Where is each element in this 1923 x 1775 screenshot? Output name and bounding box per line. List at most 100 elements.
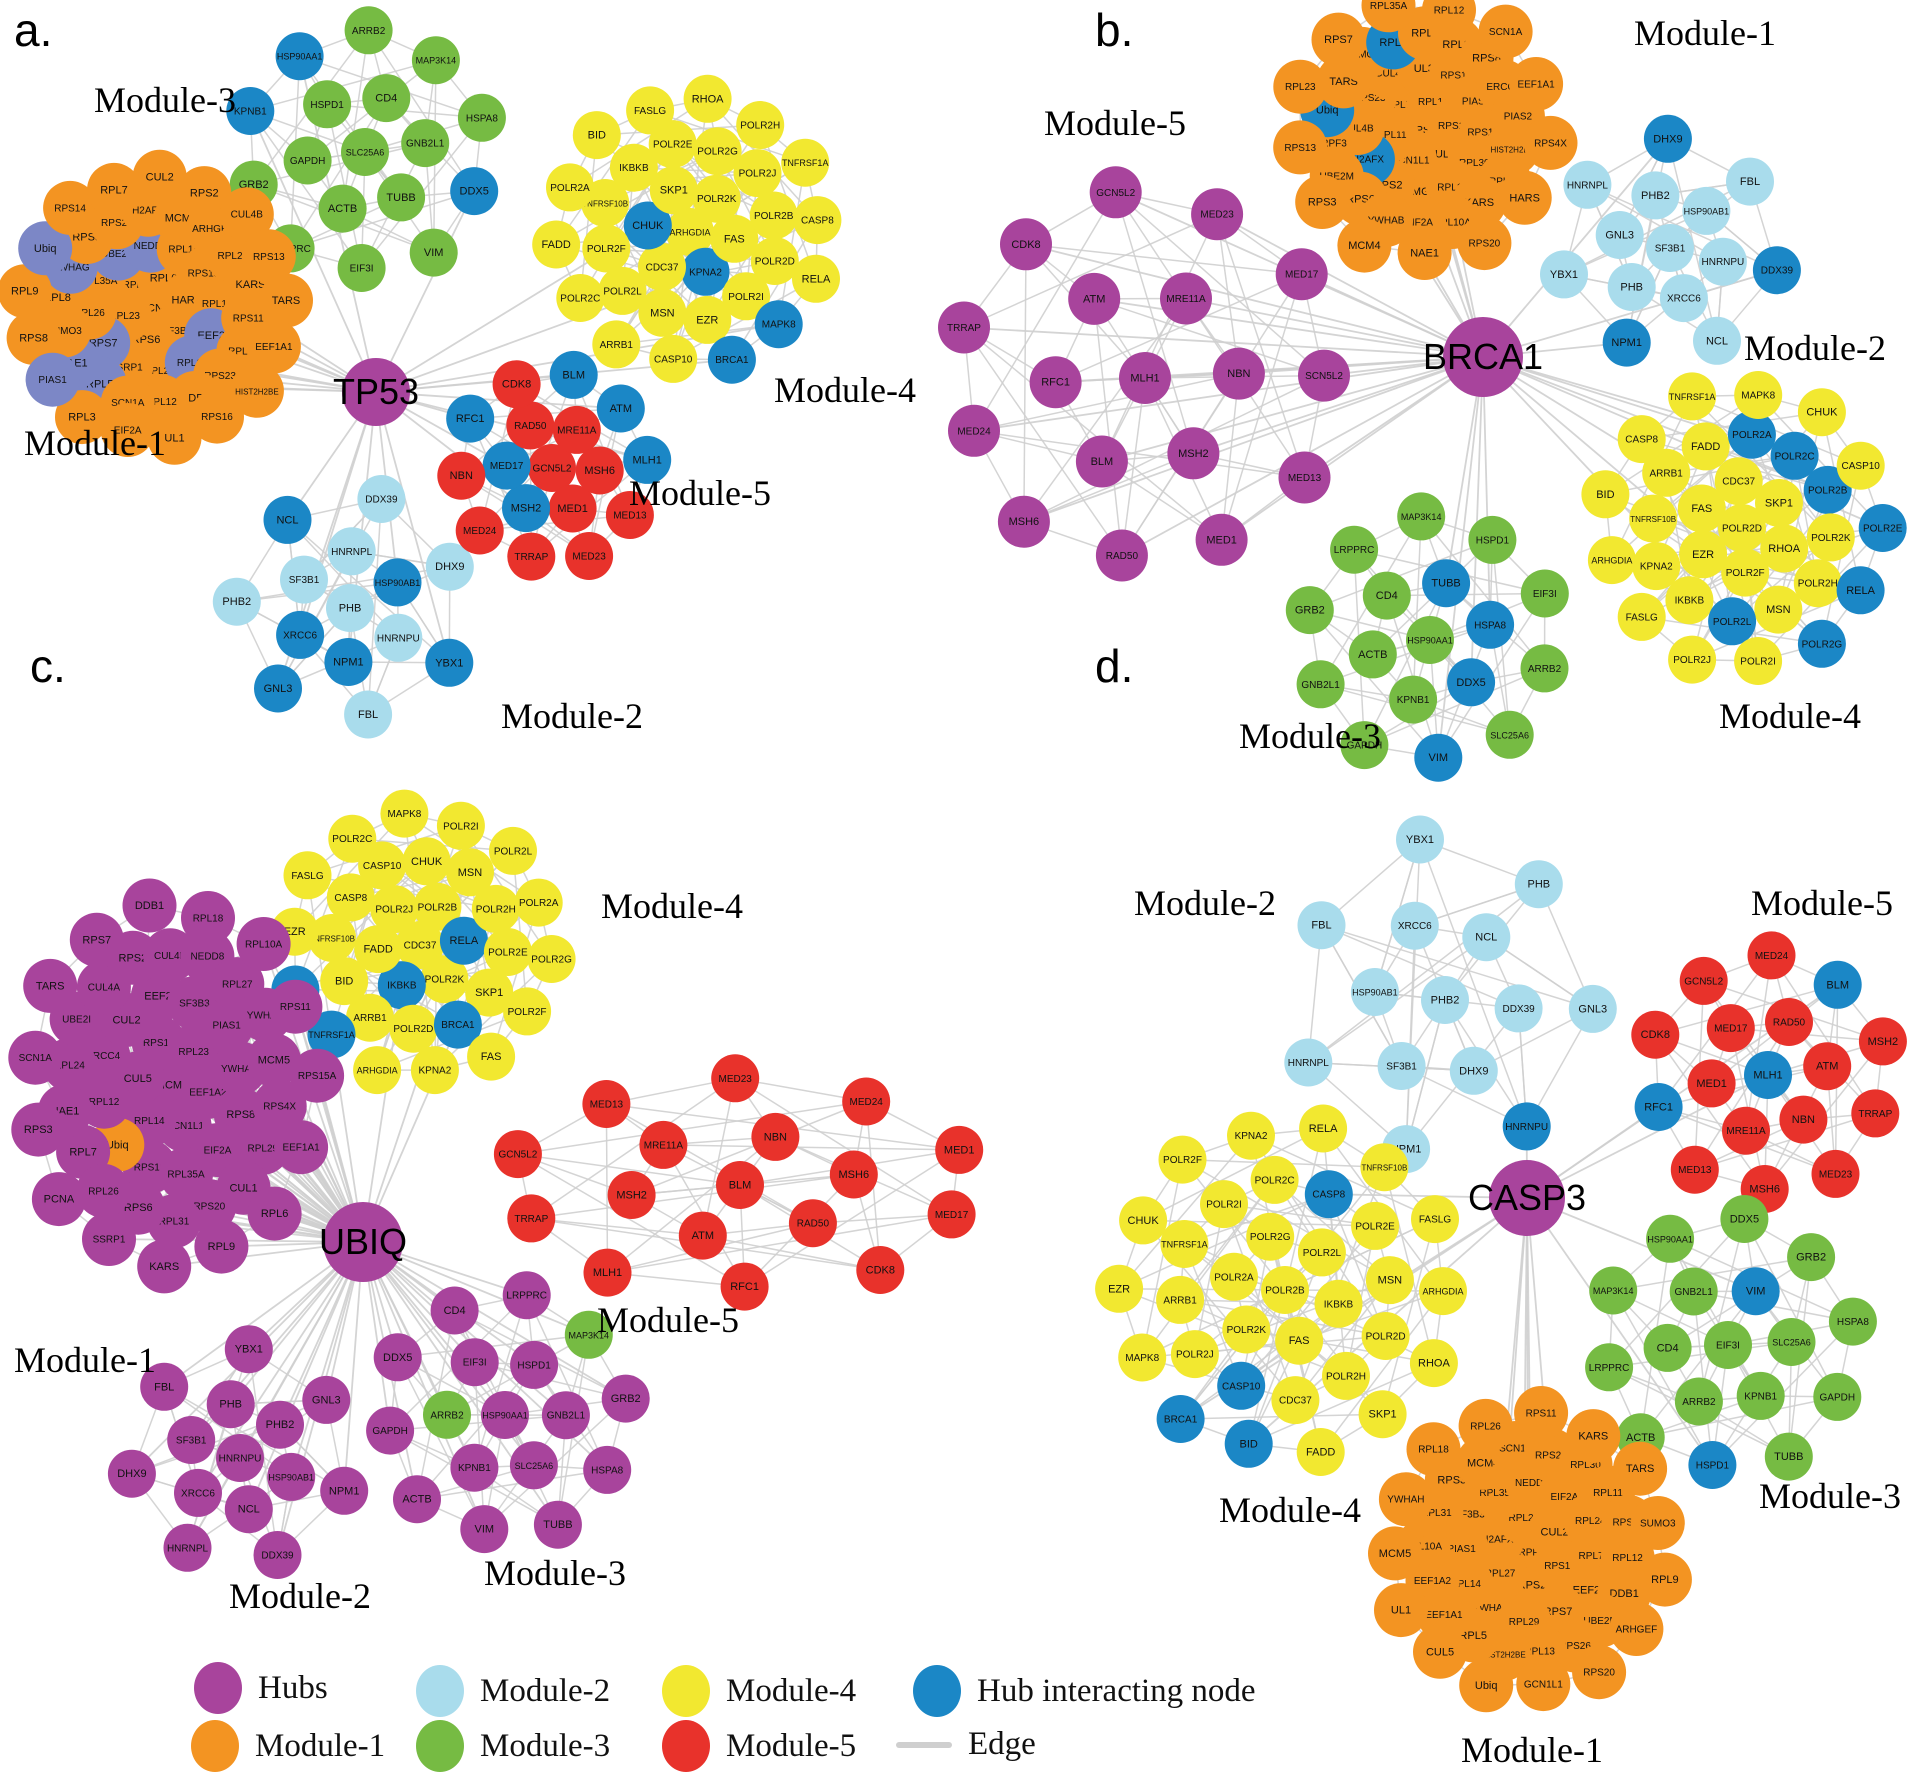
node-EZR[interactable]: EZR xyxy=(1679,530,1728,579)
node-circle[interactable] xyxy=(546,163,594,212)
node-TNFRSF10B[interactable]: TNFRSF10B xyxy=(1360,1143,1409,1192)
node-POLR2H[interactable]: POLR2H xyxy=(471,884,520,933)
node-circle[interactable] xyxy=(450,167,499,216)
node-KPNA2[interactable]: KPNA2 xyxy=(1227,1111,1275,1160)
node-SKP1[interactable]: SKP1 xyxy=(1755,479,1803,527)
node-circle[interactable] xyxy=(1466,600,1515,649)
node-HNRNPU[interactable]: HNRNPU xyxy=(1502,1102,1551,1151)
node-DDX39[interactable]: DDX39 xyxy=(1494,984,1543,1033)
node-RPS16[interactable]: RPS16 xyxy=(190,389,244,444)
node-circle[interactable] xyxy=(362,74,411,123)
node-circle[interactable] xyxy=(1665,576,1714,625)
node-circle[interactable] xyxy=(1095,529,1148,582)
node-circle[interactable] xyxy=(1793,559,1842,608)
node-MED17[interactable]: MED17 xyxy=(927,1190,976,1239)
node-circle[interactable] xyxy=(1361,0,1416,33)
node-circle[interactable] xyxy=(1587,536,1636,585)
hub-BRCA1[interactable]: BRCA1 xyxy=(1423,317,1543,397)
node-circle[interactable] xyxy=(1029,356,1082,409)
node-circle[interactable] xyxy=(1797,619,1846,668)
node-RPS7[interactable]: RPS7 xyxy=(69,912,124,967)
node-IKBKB[interactable]: IKBKB xyxy=(1314,1279,1363,1328)
node-PHB[interactable]: PHB xyxy=(206,1380,255,1429)
node-GCN5L2[interactable]: GCN5L2 xyxy=(493,1130,542,1179)
node-GNB2L1[interactable]: GNB2L1 xyxy=(401,119,450,168)
node-circle[interactable] xyxy=(532,220,581,269)
node-POLR2J[interactable]: POLR2J xyxy=(370,885,419,934)
node-SF3B1[interactable]: SF3B1 xyxy=(280,555,328,604)
node-CASP8[interactable]: CASP8 xyxy=(1304,1170,1353,1219)
node-HSPD1[interactable]: HSPD1 xyxy=(1468,515,1517,564)
node-SCN1A[interactable]: SCN1A xyxy=(1478,4,1533,59)
node-NBN[interactable]: NBN xyxy=(1212,347,1265,400)
node-DHX9[interactable]: DHX9 xyxy=(107,1449,156,1498)
node-ARHGDIA[interactable]: ARHGDIA xyxy=(666,208,714,256)
node-UL1[interactable]: UL1 xyxy=(1374,1583,1428,1638)
node-MAPK8[interactable]: MAPK8 xyxy=(1734,371,1783,419)
node-HSP90AA1[interactable]: HSP90AA1 xyxy=(481,1391,529,1439)
node-PHB2[interactable]: PHB2 xyxy=(1631,171,1680,220)
node-MED23[interactable]: MED23 xyxy=(1811,1149,1860,1198)
node-circle[interactable] xyxy=(283,136,332,185)
node-circle[interactable] xyxy=(710,214,759,263)
node-MRE11A[interactable]: MRE11A xyxy=(552,405,601,454)
node-circle[interactable] xyxy=(324,638,373,686)
node-circle[interactable] xyxy=(1447,658,1496,707)
node-POLR2C[interactable]: POLR2C xyxy=(1770,431,1819,480)
node-CDK8[interactable]: CDK8 xyxy=(492,360,541,409)
node-circle[interactable] xyxy=(1485,710,1534,759)
node-IKBKB[interactable]: IKBKB xyxy=(1665,576,1714,625)
node-circle[interactable] xyxy=(548,484,597,533)
node-MAPK8[interactable]: MAPK8 xyxy=(754,300,803,349)
node-HSP90AB1[interactable]: HSP90AB1 xyxy=(1682,186,1731,235)
node-circle[interactable] xyxy=(1714,457,1763,506)
node-FBL[interactable]: FBL xyxy=(1297,901,1346,950)
node-MSH2[interactable]: MSH2 xyxy=(1167,427,1220,480)
node-MED1[interactable]: MED1 xyxy=(1195,513,1248,566)
node-POLR2C[interactable]: POLR2C xyxy=(328,814,377,863)
node-MED24[interactable]: MED24 xyxy=(842,1077,891,1126)
node-HSPA8[interactable]: HSPA8 xyxy=(1466,600,1515,649)
node-RPS13[interactable]: RPS13 xyxy=(241,229,296,284)
node-circle[interactable] xyxy=(1362,571,1411,620)
node-EZR[interactable]: EZR xyxy=(683,295,732,344)
node-circle[interactable] xyxy=(437,451,486,500)
node-circle[interactable] xyxy=(1727,410,1776,459)
node-circle[interactable] xyxy=(401,119,450,168)
node-XRCC6[interactable]: XRCC6 xyxy=(276,610,325,659)
node-circle[interactable] xyxy=(1397,492,1446,541)
node-NPM1[interactable]: NPM1 xyxy=(324,638,373,686)
node-circle[interactable] xyxy=(147,410,202,465)
node-circle[interactable] xyxy=(638,288,687,337)
node-HNRNPL[interactable]: HNRNPL xyxy=(1284,1038,1333,1087)
node-RPL9[interactable]: RPL9 xyxy=(1637,1552,1692,1607)
node-EIF3I[interactable]: EIF3I xyxy=(337,244,386,292)
node-circle[interactable] xyxy=(1617,592,1666,641)
node-VIM[interactable]: VIM xyxy=(460,1505,509,1554)
node-PHB2[interactable]: PHB2 xyxy=(212,577,261,626)
node-POLR2I[interactable]: POLR2I xyxy=(436,801,485,850)
node-circle[interactable] xyxy=(377,173,426,222)
node-KPNB1[interactable]: KPNB1 xyxy=(1389,675,1438,724)
node-ARHGEF[interactable]: ARHGEF xyxy=(1609,1602,1664,1656)
node-POLR2G[interactable]: POLR2G xyxy=(1246,1212,1295,1261)
node-BRCA1[interactable]: BRCA1 xyxy=(707,335,756,384)
node-GAPDH[interactable]: GAPDH xyxy=(366,1406,415,1455)
node-EEF1A1[interactable]: EEF1A1 xyxy=(1509,57,1564,111)
hub-circle[interactable] xyxy=(1443,317,1523,397)
node-circle[interactable] xyxy=(1602,318,1651,367)
node-CDK8[interactable]: CDK8 xyxy=(1000,218,1052,271)
node-circle[interactable] xyxy=(1285,586,1334,635)
node-circle[interactable] xyxy=(229,363,284,418)
node-circle[interactable] xyxy=(948,404,1000,457)
node-circle[interactable] xyxy=(1581,470,1630,519)
node-RHOA[interactable]: RHOA xyxy=(683,74,732,123)
node-MLH1[interactable]: MLH1 xyxy=(1744,1051,1792,1099)
node-MSN[interactable]: MSN xyxy=(1365,1256,1414,1305)
node-circle[interactable] xyxy=(374,613,423,662)
node-LRPPRC[interactable]: LRPPRC xyxy=(502,1271,551,1320)
node-TNFRSF1A[interactable]: TNFRSF1A xyxy=(1160,1220,1209,1268)
node-circle[interactable] xyxy=(276,610,325,659)
node-circle[interactable] xyxy=(1734,637,1783,685)
node-circle[interactable] xyxy=(1478,4,1533,59)
